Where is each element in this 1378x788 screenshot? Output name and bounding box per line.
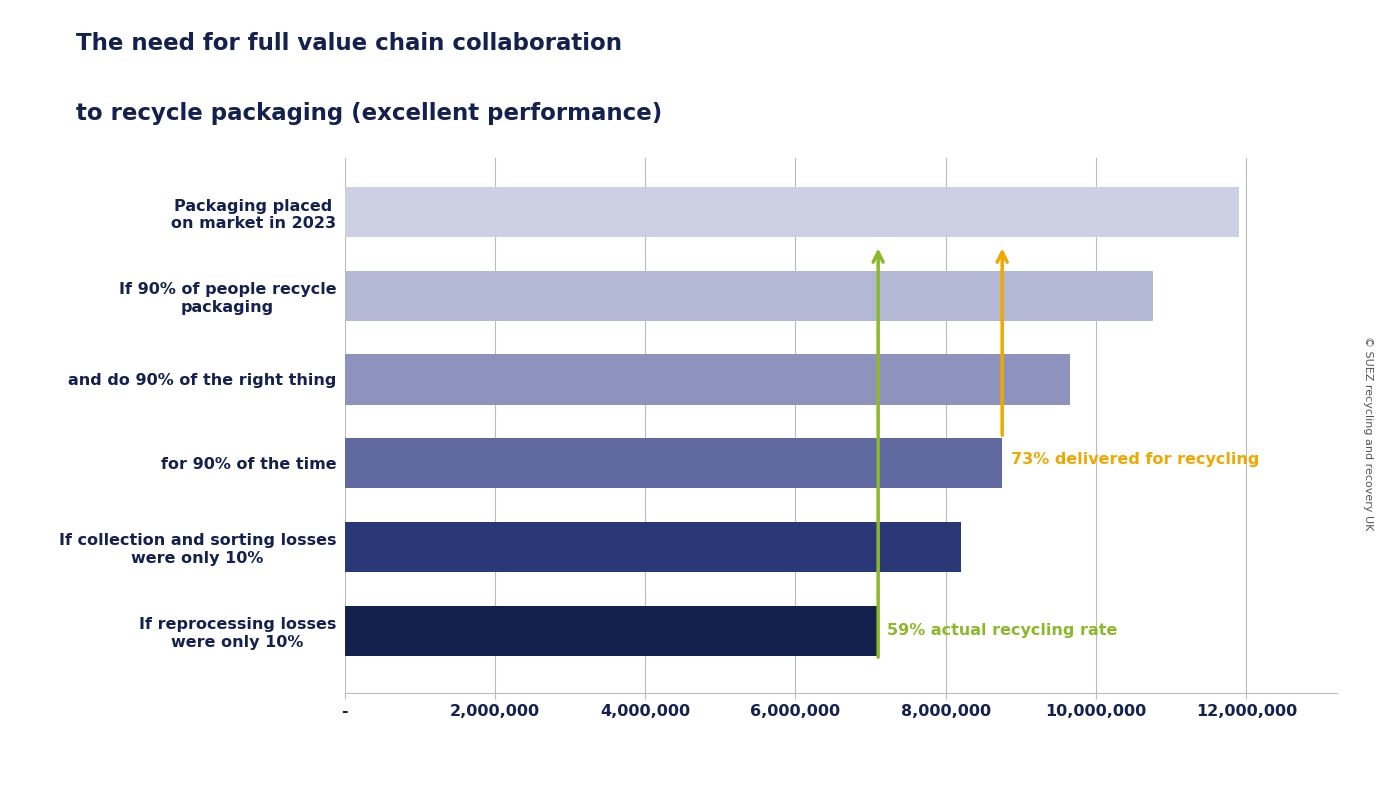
Text: 73% delivered for recycling: 73% delivered for recycling — [1011, 452, 1259, 466]
Bar — [344, 605, 878, 656]
Bar — [344, 270, 1152, 321]
Bar — [344, 187, 1239, 237]
Bar — [344, 438, 1002, 489]
Bar — [344, 355, 1069, 404]
Text: The need for full value chain collaboration: The need for full value chain collaborat… — [76, 32, 621, 54]
Bar — [344, 522, 960, 572]
Text: to recycle packaging (excellent performance): to recycle packaging (excellent performa… — [76, 102, 661, 125]
Text: 59% actual recycling rate: 59% actual recycling rate — [887, 623, 1118, 638]
Text: © SUEZ recycling and recovery UK: © SUEZ recycling and recovery UK — [1363, 336, 1374, 530]
